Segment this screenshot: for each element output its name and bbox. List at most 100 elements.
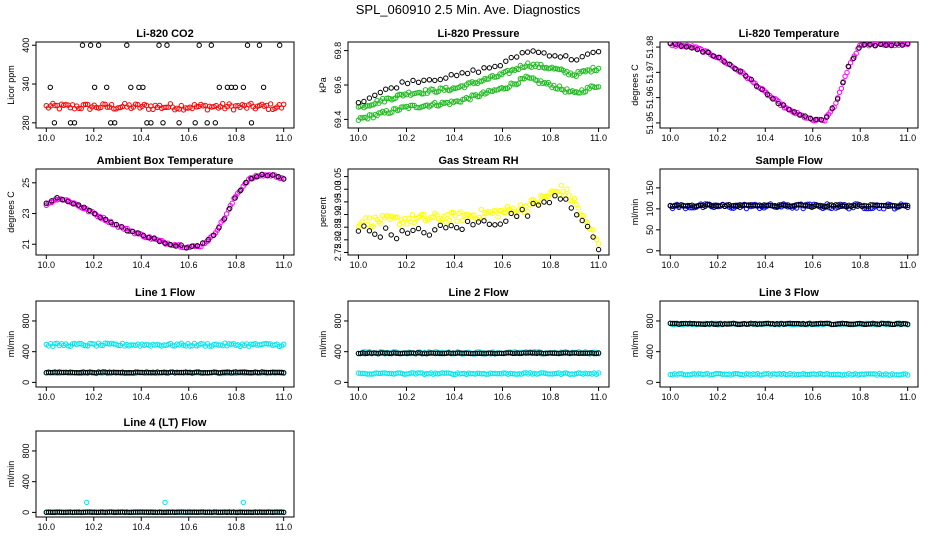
x-tick-label: 10.6 [180,522,198,532]
data-point [377,89,383,96]
data-point [178,242,184,248]
series-1 [667,202,911,210]
data-point [568,205,574,211]
plot-frame [659,41,919,129]
x-tick-label: 10.6 [180,392,198,402]
data-point [579,217,585,224]
y-tick-label: 800 [333,313,343,328]
data-point [365,103,371,109]
y-tick-label: 25 [21,178,31,188]
data-point [786,107,792,113]
data-point [905,321,911,327]
data-point [383,225,389,231]
y-tick-label: 800 [21,313,31,328]
data-point [59,197,66,203]
y-tick-label: 50 [645,225,655,235]
data-point [454,72,460,79]
data-point [678,43,684,49]
plot-frame [35,168,295,256]
data-point [748,76,754,83]
x-tick-label: 10.4 [446,392,464,402]
data-point [497,221,503,227]
data-point [232,195,238,201]
y-tick-label: 100 [645,201,655,216]
data-point [240,499,247,506]
data-point [404,230,411,236]
data-point [503,218,509,224]
data-point [388,85,394,91]
data-point [446,217,453,224]
data-point [95,42,102,48]
data-point [176,120,182,126]
data-point [475,69,482,75]
data-point [82,101,89,108]
data-point [178,102,185,109]
data-point [278,369,285,375]
y-tick-label: 400 [21,344,31,359]
x-tick-label: 10.4 [132,133,150,143]
y-tick-label: 0 [333,380,343,385]
data-point [128,84,134,91]
data-point [413,104,419,111]
data-point [595,370,602,376]
data-point [150,106,156,113]
data-point [878,42,884,48]
data-point [372,92,378,99]
data-point [196,42,202,48]
data-point [267,101,274,107]
data-point [212,120,219,126]
data-point [162,240,168,246]
data-layer [43,42,287,126]
data-point [502,209,509,216]
data-point [905,42,911,47]
data-point [454,218,460,224]
data-point [173,243,179,249]
series-0 [355,182,602,247]
data-point [98,342,104,348]
panel-line4-flow: Line 4 (LT) Flow 10.0 10.2 10.4 10.6 10.8 11.0… [6,417,295,532]
data-point [140,84,146,91]
y-tick-label: 69.6 [333,76,343,94]
data-point [510,205,516,211]
data-point [568,57,574,63]
x-tick-label: 10.2 [85,260,103,270]
data-point [51,120,58,126]
panel-licor-temp: Li-820 Temperature 10.0 10.2 10.4 10.6 10.8 11… [630,28,919,143]
data-point [366,95,373,101]
data-point [467,97,473,103]
data-point [881,42,887,48]
figure-title: SPL_060910 2.5 Min. Ave. Diagnostics [355,2,581,17]
data-point [187,343,193,349]
data-point [80,205,86,212]
data-point [402,215,408,222]
data-point [546,199,553,206]
data-point [883,42,889,48]
x-tick-label: 10.8 [542,260,560,270]
panel-title: Ambient Box Temperature [97,155,234,167]
data-point [95,105,102,111]
series-1 [355,193,602,253]
y-tick-label: 2.75 [333,244,343,262]
data-point [452,213,458,219]
data-point [361,223,367,229]
data-point [265,106,272,113]
data-point [764,91,771,97]
data-point [481,218,487,224]
series-1 [47,42,283,126]
y-tick-label: 2.85 [333,218,343,236]
data-point [667,42,673,46]
series-2 [355,48,602,106]
panel-sample-flow: Sample Flow 10.0 10.2 10.4 10.6 10.8 11.0 0 50 10… [630,155,919,270]
data-point [575,205,581,211]
y-tick-label: 0 [645,380,655,385]
data-point [541,199,547,205]
x-tick-label: 10.6 [180,260,198,270]
y-tick-label: 0 [21,380,31,385]
data-point [281,370,287,376]
data-point [388,232,394,238]
data-point [840,80,846,86]
data-point [546,53,553,59]
x-tick-label: 10.8 [227,392,245,402]
data-point [753,83,760,89]
data-point [221,216,228,222]
